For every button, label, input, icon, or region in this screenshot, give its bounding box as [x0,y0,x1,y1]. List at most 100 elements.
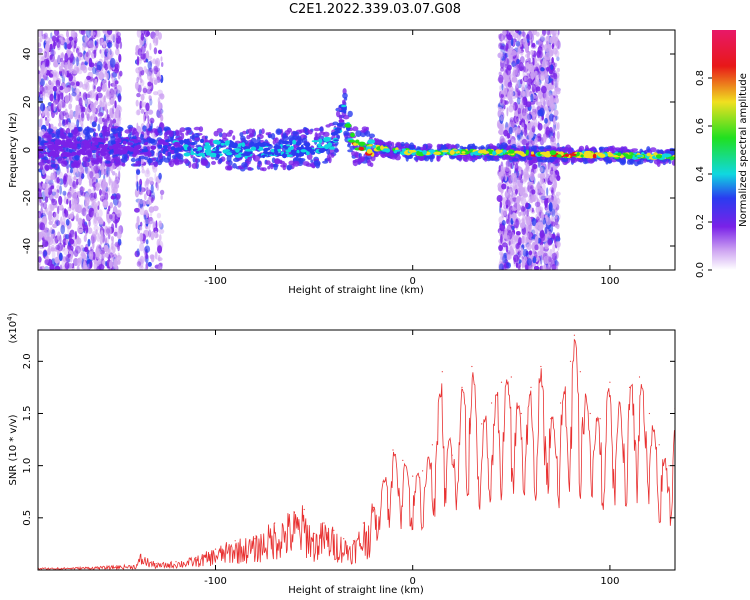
spectrogram-ridge-halo [228,129,234,134]
spectrogram-blob [98,209,103,218]
spectrogram-ridge-halo [74,162,81,169]
spectrogram-blob [555,235,561,243]
spectrogram-blob [504,190,508,199]
spectrogram-ridge-halo [105,160,111,164]
spectrogram-ridge-core [59,149,64,152]
spectrogram-blob [528,132,532,140]
spectrogram-blob [100,229,104,240]
spectrogram-ridge-halo [39,165,44,171]
spectrogram-ridge-halo [276,129,283,134]
spectrogram-blob [158,264,161,270]
spectrogram-blob [103,168,107,176]
spectrogram-blob [556,80,559,87]
spectrogram-blob [140,53,146,60]
spectrogram-blob [41,229,47,235]
spectrogram-blob [553,137,557,145]
spectrogram-blob [144,267,147,270]
spectrogram-blob [47,104,50,111]
spectrogram-ridge-halo [193,133,200,138]
spectrogram-ridge-core [215,140,221,144]
spectrogram-ridge-halo [44,164,51,171]
spectrogram-ridge-halo [42,134,48,139]
spectrogram-ridge-core [365,146,372,150]
spectrogram-blob [502,87,507,97]
spectrogram-ridge-halo [369,162,374,168]
spectrogram-ridge-halo [347,110,353,118]
spectrogram-ridge-halo [104,129,111,137]
spectrogram-blob [42,202,48,210]
spectrogram-ridge-core [263,147,271,151]
spectrogram-blob [143,218,150,224]
spectrogram-blob [94,40,97,46]
spectrogram-blob [552,103,556,109]
spectrogram-blob [521,80,526,90]
spectrogram-ridge-core [173,147,178,151]
spectrogram-blob [531,83,536,93]
spectrogram-blob [522,186,528,196]
spectrogram-blob [507,188,512,194]
spectrogram-blob [56,171,63,179]
spectrogram-blob [509,117,514,123]
spectrogram-blob [544,117,548,124]
spectrogram-ridge-halo [267,133,272,139]
spectrogram-blob [71,91,77,97]
spectrogram-blob [520,85,525,90]
spectrogram-blob [115,194,121,201]
spectrogram-blob [84,167,90,174]
spectrogram-blob [507,48,511,57]
spectrogram-blob [51,232,54,239]
spectrogram-ridge-halo [481,146,486,151]
spectrogram-ridge-halo [511,143,517,148]
spectrogram-blob [144,42,147,49]
spectrogram-blob [504,57,510,67]
spectrogram-blob [100,48,105,59]
spectrogram-blob [545,126,550,136]
spectrogram-blob [38,59,42,67]
spectrogram-blob [87,165,90,175]
spectrogram-ridge-halo [98,132,104,138]
spectrogram-blob [551,208,556,217]
spectrogram-blob [505,199,511,208]
spectrogram-blob [545,89,550,98]
spectrogram-blob [109,57,116,68]
spectrogram-ridge-halo [342,99,346,105]
spectrogram-blob [155,60,159,65]
spectrogram-blob [38,231,44,239]
spectrogram-ridge-halo [47,128,54,133]
spectrogram-blob [138,72,142,80]
spectrogram-ridge-halo [282,132,287,139]
spectrogram-blob [42,183,49,189]
spectrogram-ridge-halo [168,130,174,138]
spectrogram-blob [149,117,155,124]
spectrogram-blob [555,89,561,95]
spectrogram-blob [100,38,104,45]
spectrogram-ridge-halo [74,154,80,161]
spectrogram-blob [109,119,113,128]
spectrogram-blob [108,167,111,172]
spectrogram-blob [548,223,554,234]
spectrogram-blob [504,207,508,217]
spectrogram-blob [518,265,521,270]
spectrogram-blob [140,108,145,114]
spectrogram-blob [551,264,557,270]
spectrogram-blob [82,44,86,52]
spectrogram-blob [108,47,112,55]
spectrogram-blob [42,209,46,216]
spectrogram-blob [141,100,145,108]
spectrogram-blob [118,170,121,181]
spectrogram-blob [153,47,158,55]
spectrogram-blob [153,79,158,85]
spectrogram-blob [516,58,520,65]
spectrogram-blob [556,67,560,73]
spectrogram-blob [141,165,144,170]
spectrogram-blob [97,123,101,132]
spectrogram-blob [156,110,161,118]
spectrogram-blob [61,68,68,78]
spectrogram-blob [527,122,531,131]
spectrogram-blob [500,233,503,244]
spectrogram-blob [38,256,42,263]
spectrogram-blob [73,31,78,38]
spectrogram-blob [553,116,556,126]
spectrogram-blob [53,172,56,181]
spectrogram-blob [523,37,526,43]
